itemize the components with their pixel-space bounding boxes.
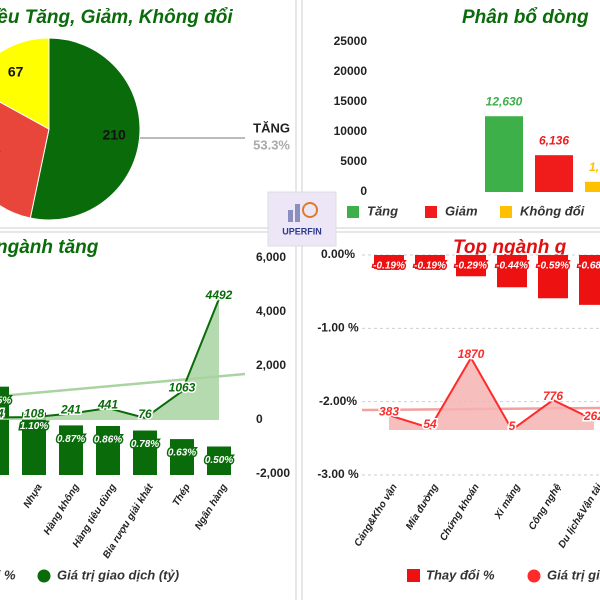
y-tick-label: 25000 xyxy=(334,34,368,48)
data-label: -0.19% xyxy=(414,261,446,272)
bar xyxy=(133,430,157,475)
legend-label: Không đổi xyxy=(520,203,585,218)
legend-label: Tăng xyxy=(367,203,398,218)
bar xyxy=(485,116,523,192)
chart-title: Phân bổ dòng xyxy=(462,7,589,28)
panel xyxy=(0,231,297,600)
bar xyxy=(374,255,404,269)
data-label: 1.10% xyxy=(20,421,48,432)
y-tick-label: 20000 xyxy=(334,64,368,78)
legend-label: Giá trị giao dịch (tỷ) xyxy=(57,567,179,582)
pie-slice xyxy=(0,101,50,219)
data-label: 94 xyxy=(0,407,4,421)
y-tick-label: 15000 xyxy=(334,94,368,108)
annotation: TĂNG xyxy=(253,120,290,135)
logo-box xyxy=(267,191,337,247)
logo-text: UPERFIN xyxy=(282,226,322,236)
y-tick-label: -3.00 % xyxy=(317,467,359,481)
data-label: -0.68% xyxy=(578,261,600,272)
panel xyxy=(301,231,600,600)
legend-swatch xyxy=(407,569,420,582)
bar xyxy=(170,439,194,475)
legend-swatch xyxy=(500,206,512,218)
y-tick-label: 10000 xyxy=(334,124,368,138)
chart-title: Top ngành g xyxy=(453,237,567,258)
bar xyxy=(415,255,445,269)
bar xyxy=(207,446,231,475)
data-label: -0.59% xyxy=(537,261,569,272)
data-label: 0.50% xyxy=(205,455,233,466)
y2-tick-label: 0 xyxy=(256,412,263,426)
bar xyxy=(96,425,120,475)
logo-icon xyxy=(302,202,318,218)
area xyxy=(0,298,219,420)
data-label: 776 xyxy=(543,389,563,403)
legend-swatch xyxy=(37,569,51,583)
slice-label: 210 xyxy=(102,126,126,142)
y-tick-label: -2.00% xyxy=(319,394,357,408)
data-label: -0.44% xyxy=(496,261,528,272)
legend-swatch xyxy=(347,206,359,218)
data-label: 1,700 xyxy=(589,160,600,174)
legend-swatch xyxy=(527,569,541,583)
data-label: 0.63% xyxy=(168,448,196,459)
y2-tick-label: 6,000 xyxy=(256,250,286,264)
data-label: 54 xyxy=(423,417,437,431)
legend-label: Giảm xyxy=(445,203,478,218)
panel xyxy=(301,0,600,229)
bar xyxy=(535,155,573,192)
slice-label: 117 xyxy=(0,147,1,163)
data-label: 0.78% xyxy=(131,439,159,450)
bar xyxy=(0,386,9,475)
bar xyxy=(456,255,486,277)
bar xyxy=(497,255,527,288)
logo-icon xyxy=(288,210,293,222)
data-label: 5 xyxy=(509,419,516,433)
data-label: 0.86% xyxy=(94,435,122,446)
data-label: 108 xyxy=(24,406,44,420)
y2-tick-label: 2,000 xyxy=(256,358,286,372)
data-label: 0.87% xyxy=(57,434,85,445)
chart-title: ngành tăng xyxy=(0,237,99,258)
bar xyxy=(22,412,46,475)
line xyxy=(0,298,220,420)
y-tick-label: 5000 xyxy=(340,154,367,168)
data-label: 1063 xyxy=(169,380,196,394)
data-label: 241 xyxy=(60,403,81,417)
bar xyxy=(538,255,568,299)
bar xyxy=(59,425,83,475)
y-tick-label: 0.00% xyxy=(321,247,355,261)
legend-label: Thay đổi % xyxy=(0,567,16,582)
annotation: 53.3% xyxy=(253,137,290,152)
data-label: 12,630 xyxy=(486,94,523,108)
data-label: -0.19% xyxy=(373,261,405,272)
data-label: 76 xyxy=(138,407,152,421)
line xyxy=(388,355,595,432)
data-label: 441 xyxy=(97,397,118,411)
chart-title: iều Tăng, Giảm, Không đổi xyxy=(0,7,233,28)
logo: UPERFIN xyxy=(267,191,337,247)
logo-icon xyxy=(295,204,300,222)
y2-tick-label: 4,000 xyxy=(256,304,286,318)
panel xyxy=(0,0,297,229)
slice-label: 67 xyxy=(8,63,24,79)
legend-label: Thay đổi % xyxy=(426,567,495,582)
y-tick-label: 0 xyxy=(360,184,367,198)
pie-slice xyxy=(0,37,50,130)
legend-swatch xyxy=(425,206,437,218)
bar xyxy=(579,255,600,305)
legend-label: Giá trị giao dịch (tỷ) xyxy=(547,567,600,582)
bar xyxy=(585,181,600,192)
data-label: 1870 xyxy=(458,347,485,361)
data-label: 6,136 xyxy=(539,133,569,147)
data-label: 383 xyxy=(379,404,399,418)
data-label: -0.29% xyxy=(455,261,487,272)
data-label: 4492 xyxy=(205,288,233,302)
y-tick-label: -1.00 % xyxy=(317,321,359,335)
data-label: 262 xyxy=(583,409,600,423)
data-label: 1.55% xyxy=(0,395,11,406)
pie-slice xyxy=(29,37,141,221)
y2-tick-label: -2,000 xyxy=(256,466,290,480)
